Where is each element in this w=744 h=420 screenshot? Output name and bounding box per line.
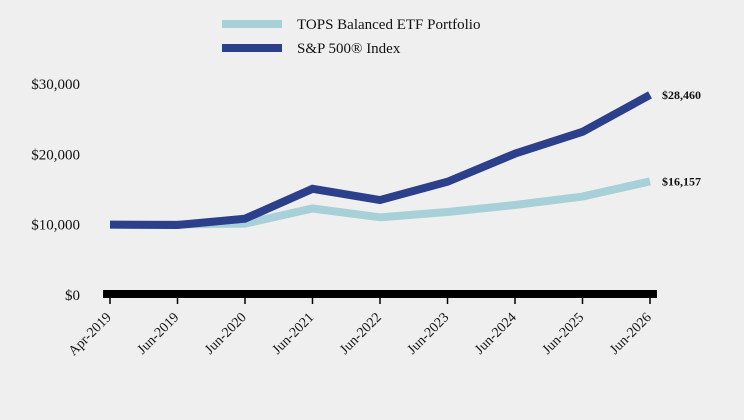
y-tick-label: $10,000 bbox=[31, 218, 80, 234]
legend-label-tops: TOPS Balanced ETF Portfolio bbox=[297, 17, 480, 33]
x-axis: Apr-2019 Jun-2019 Jun-2020 Jun-2021 Jun-2022… bbox=[66, 290, 657, 359]
x-tick-label: Jun-2026 bbox=[607, 310, 654, 357]
series-end-label: $16,157 bbox=[662, 174, 701, 188]
x-tick-label: Jun-2020 bbox=[202, 310, 249, 357]
series-line-1 bbox=[109, 91, 652, 230]
x-tick-label: Jun-2019 bbox=[135, 310, 182, 357]
x-axis-line bbox=[103, 290, 657, 298]
x-tick-label: Jun-2023 bbox=[405, 310, 452, 357]
x-tick-label: Jun-2024 bbox=[472, 310, 519, 357]
series-end-label: $28,460 bbox=[662, 88, 701, 102]
y-tick-label: $0 bbox=[65, 288, 80, 304]
legend: TOPS Balanced ETF Portfolio S&P 500® Ind… bbox=[222, 17, 480, 57]
legend-label-sp500: S&P 500® Index bbox=[297, 41, 401, 57]
y-tick-label: $30,000 bbox=[31, 77, 80, 93]
y-axis: $0 $10,000 $20,000 $30,000 bbox=[31, 77, 80, 304]
plot-area: $16,157 $28,460 bbox=[109, 88, 701, 230]
x-tick-label: Jun-2025 bbox=[540, 310, 587, 357]
x-tick-label: Apr-2019 bbox=[66, 310, 115, 359]
x-tick-label: Jun-2022 bbox=[337, 310, 384, 357]
x-tick-label: Jun-2021 bbox=[270, 310, 317, 357]
y-tick-label: $20,000 bbox=[31, 147, 80, 163]
